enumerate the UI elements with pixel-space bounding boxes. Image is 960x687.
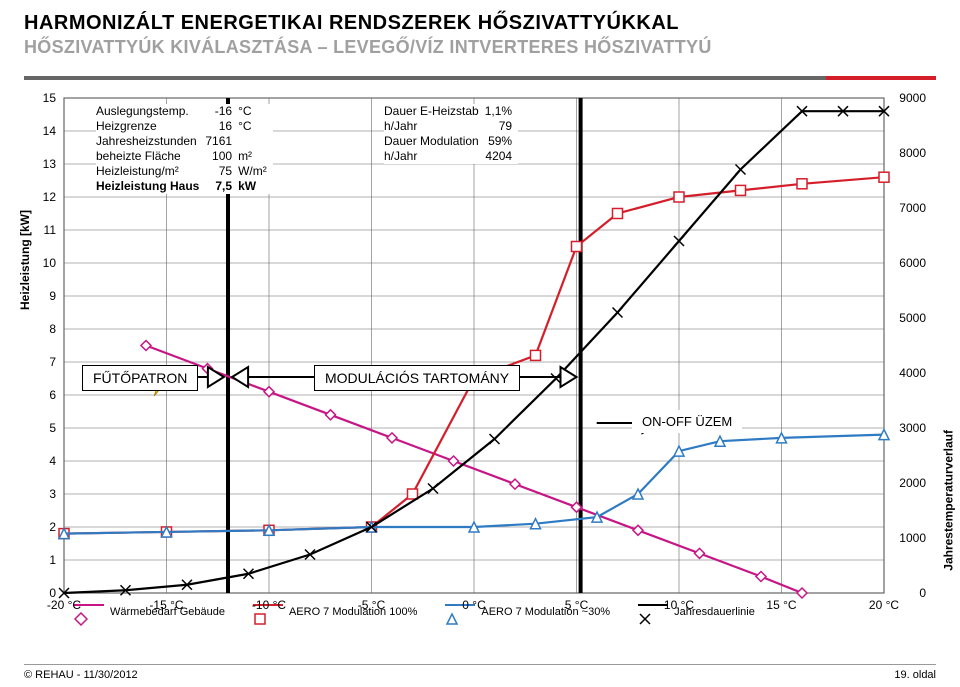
y2-tick: 9000 — [899, 91, 926, 105]
x-tick: 10 °C — [664, 598, 694, 612]
legend-item: Jahresdauerlinie — [638, 598, 755, 626]
y2-tick: 5000 — [899, 311, 926, 325]
y-tick: 13 — [38, 157, 56, 171]
y-tick: 9 — [38, 289, 56, 303]
page-title: HARMONIZÁLT ENERGETIKAI RENDSZEREK HŐSZI… — [24, 12, 936, 35]
y2-tick: 4000 — [899, 366, 926, 380]
x-tick: -20 °C — [47, 598, 81, 612]
x-tick: -5 °C — [358, 598, 385, 612]
x-tick: 0 °C — [462, 598, 485, 612]
y2-tick: 0 — [919, 586, 926, 600]
y-tick: 11 — [38, 223, 56, 237]
x-tick: 5 °C — [565, 598, 588, 612]
x-tick: 20 °C — [869, 598, 899, 612]
y2-tick: 8000 — [899, 146, 926, 160]
y2-tick: 6000 — [899, 256, 926, 270]
footer: © REHAU - 11/30/2012 19. oldal — [24, 664, 936, 681]
y-axis-label: Heizleistung [kW] — [18, 210, 32, 310]
y-tick: 7 — [38, 355, 56, 369]
y-tick: 4 — [38, 454, 56, 468]
info-box-right: Dauer E-Heizstab1,1%h/Jahr79Dauer Modula… — [384, 104, 518, 164]
y-tick: 1 — [38, 553, 56, 567]
y-tick: 3 — [38, 487, 56, 501]
y2-axis-label: Jahrestemperaturverlauf — [942, 430, 956, 571]
header-rule — [24, 76, 936, 80]
info-box-left: Auslegungstemp.-16°CHeizgrenze16°CJahres… — [96, 104, 273, 194]
callout-onoff: ON-OFF ÜZEM — [632, 410, 742, 433]
footer-right: 19. oldal — [894, 669, 936, 681]
y-tick: 2 — [38, 520, 56, 534]
footer-left: © REHAU - 11/30/2012 — [24, 669, 138, 681]
x-tick: -10 °C — [252, 598, 286, 612]
y-tick: 15 — [38, 91, 56, 105]
y-tick: 10 — [38, 256, 56, 270]
y-tick: 14 — [38, 124, 56, 138]
page-subtitle: HŐSZIVATTYÚK KIVÁLASZTÁSA – LEVEGŐ/VÍZ I… — [24, 37, 936, 58]
y-tick: 8 — [38, 322, 56, 336]
callout-modulacios: MODULÁCIÓS TARTOMÁNY — [314, 365, 520, 391]
y2-tick: 7000 — [899, 201, 926, 215]
y2-tick: 1000 — [899, 531, 926, 545]
y-tick: 12 — [38, 190, 56, 204]
chart-area: Heizleistung [kW] Jahrestemperaturverlau… — [24, 90, 936, 640]
y2-tick: 3000 — [899, 421, 926, 435]
x-tick: -15 °C — [149, 598, 183, 612]
y-tick: 6 — [38, 388, 56, 402]
callout-futopatron: FŰTŐPATRON — [82, 365, 198, 391]
y-tick: 5 — [38, 421, 56, 435]
y2-tick: 2000 — [899, 476, 926, 490]
x-tick: 15 °C — [766, 598, 796, 612]
